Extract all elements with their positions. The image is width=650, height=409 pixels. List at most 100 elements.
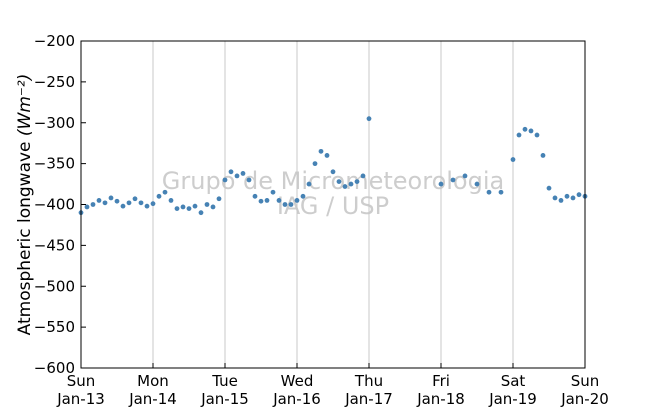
y-tick-label: −300 [34, 114, 75, 132]
data-point [330, 169, 336, 175]
data-point [366, 116, 372, 122]
y-axis-label-text: Atmospheric longwave [15, 141, 35, 335]
y-axis-label: Atmospheric longwave (Wm⁻²) [15, 74, 35, 336]
data-point [246, 177, 252, 183]
data-point [114, 198, 120, 204]
y-tick-label: −550 [34, 318, 75, 336]
data-point [336, 179, 342, 185]
data-point [90, 202, 96, 207]
data-point [144, 203, 150, 209]
y-tick-label: −350 [34, 155, 75, 173]
grid-lines [152, 41, 514, 368]
data-point [546, 185, 552, 191]
y-axis-ticks: −200 −250 −300 −350 −400 −450 −500 −550 −600 [34, 32, 86, 377]
x-tick-day: Sat [501, 372, 526, 390]
data-point [204, 202, 210, 207]
data-point [438, 181, 444, 187]
data-point [252, 193, 258, 199]
data-point [534, 132, 540, 138]
data-point [216, 196, 222, 202]
x-tick-day: Mon [137, 372, 169, 390]
data-point [498, 189, 504, 195]
y-axis-unit: (Wm⁻²) [15, 74, 35, 136]
data-point [342, 184, 348, 189]
data-point [108, 195, 114, 201]
data-point [318, 148, 324, 154]
data-point [96, 198, 102, 203]
data-point [294, 198, 300, 203]
x-tick-date: Jan-20 [560, 390, 609, 408]
data-point [84, 204, 90, 210]
data-point [126, 200, 132, 206]
data-point [174, 206, 180, 211]
data-point [510, 157, 516, 162]
data-point [192, 203, 198, 209]
x-tick-date: Jan-14 [128, 390, 177, 408]
data-point [210, 204, 216, 210]
data-point [156, 193, 162, 199]
data-point [150, 201, 156, 207]
data-point [570, 195, 576, 201]
data-point [228, 169, 234, 175]
data-point [258, 198, 264, 204]
data-point [120, 203, 126, 209]
data-point [312, 161, 318, 167]
data-point [558, 198, 564, 203]
data-points [78, 116, 588, 216]
x-tick-date: Jan-13 [56, 390, 105, 408]
data-point [348, 181, 354, 187]
x-tick-day: Sun [571, 372, 600, 390]
data-point [264, 198, 270, 203]
data-point [516, 132, 522, 138]
x-tick-date: Jan-18 [416, 390, 465, 408]
data-point [324, 153, 330, 158]
data-point [180, 204, 186, 210]
x-tick-day: Sun [67, 372, 96, 390]
data-point [132, 196, 138, 202]
data-point [282, 202, 288, 207]
y-tick-label: −250 [34, 73, 75, 91]
data-point [354, 179, 360, 185]
x-tick-date: Jan-15 [200, 390, 249, 408]
data-point [168, 198, 174, 203]
y-tick-label: −450 [34, 236, 75, 254]
data-point [552, 195, 558, 201]
data-point [486, 189, 492, 195]
data-point [576, 192, 582, 198]
data-point [270, 189, 276, 195]
data-point [240, 171, 246, 176]
y-tick-label: −500 [34, 277, 75, 295]
data-point [288, 202, 294, 207]
data-point [222, 177, 228, 183]
data-point [450, 177, 456, 183]
data-point [198, 210, 204, 216]
data-point [564, 193, 570, 199]
x-tick-date: Jan-17 [344, 390, 393, 408]
x-tick-day: Wed [281, 372, 314, 390]
x-tick-date: Jan-16 [272, 390, 321, 408]
x-tick-date: Jan-19 [488, 390, 537, 408]
x-tick-day: Fri [432, 372, 450, 390]
data-point [522, 126, 528, 132]
data-point [300, 193, 306, 199]
data-point [528, 128, 534, 134]
watermark-line-2: IAG / USP [277, 192, 389, 220]
y-tick-label: −600 [34, 359, 75, 377]
data-point [138, 200, 144, 206]
data-point [234, 173, 240, 179]
data-point [474, 181, 480, 187]
data-point [102, 200, 108, 206]
data-point [540, 153, 546, 158]
y-tick-label: −200 [34, 32, 75, 50]
y-tick-label: −400 [34, 196, 75, 214]
data-point [462, 173, 468, 179]
data-point [306, 181, 312, 187]
data-point [360, 173, 366, 179]
data-point [162, 189, 168, 195]
x-tick-day: Tue [211, 372, 238, 390]
data-point [276, 198, 282, 203]
data-point [186, 206, 192, 211]
x-tick-day: Thu [354, 372, 383, 390]
x-axis-ticks: SunJan-13MonJan-14TueJan-15WedJan-16ThuJ… [56, 363, 609, 408]
